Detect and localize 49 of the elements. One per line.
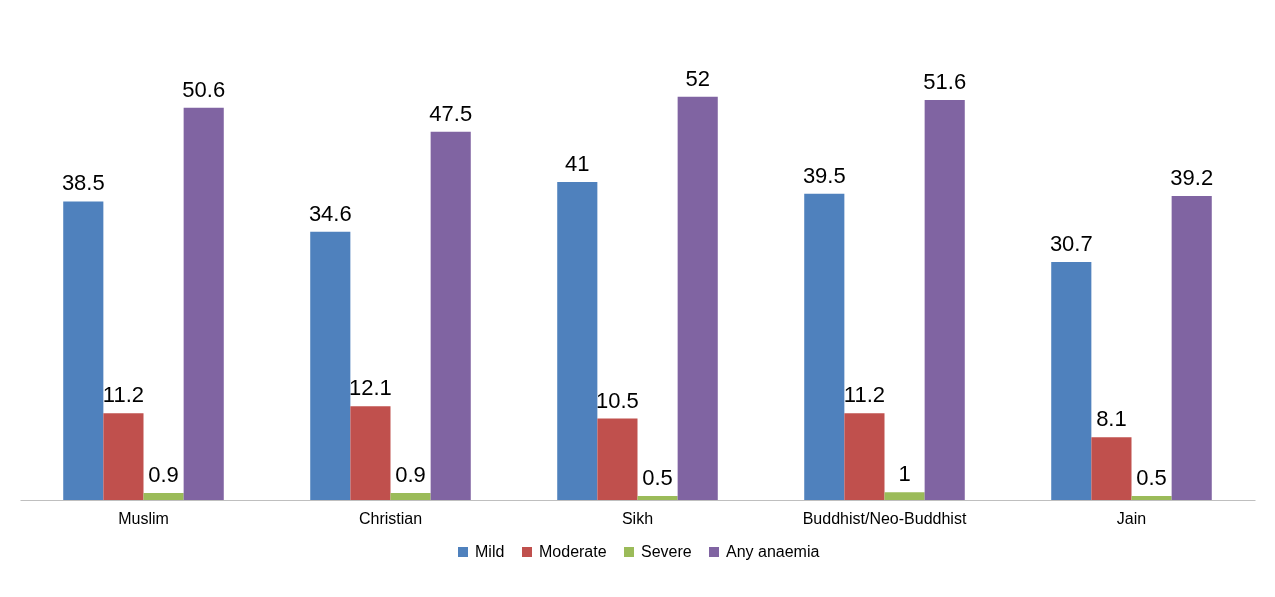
- x-tick-label: Muslim: [118, 509, 169, 527]
- data-label: 38.5: [61, 170, 105, 196]
- data-label: 12.1: [349, 375, 392, 401]
- x-tick-label: Sikh: [621, 509, 654, 527]
- x-tick-label: Buddhist/Neo-Buddhist: [802, 509, 967, 527]
- bar: [597, 418, 638, 500]
- bar: [390, 493, 431, 500]
- data-label: 0.5: [642, 465, 673, 491]
- data-label: 0.5: [1136, 465, 1167, 491]
- data-label: 11.2: [102, 382, 145, 408]
- bar: [844, 413, 885, 500]
- bar: [1131, 496, 1172, 500]
- x-tick-label: Jain: [1116, 509, 1147, 527]
- legend-label: Mild: [475, 543, 505, 560]
- legend-label: Moderate: [539, 543, 607, 560]
- data-label: 50.6: [182, 76, 226, 102]
- data-label: 30.7: [1049, 230, 1093, 256]
- bar: [557, 182, 598, 500]
- bar: [924, 99, 965, 500]
- bar: [677, 96, 718, 500]
- data-label: 11.2: [843, 382, 886, 408]
- data-label: 51.6: [923, 68, 967, 94]
- bar: [1091, 437, 1132, 500]
- bar: [1171, 196, 1212, 500]
- data-label: 52: [685, 65, 710, 91]
- bar: [884, 492, 925, 500]
- data-label: 39.5: [802, 162, 846, 188]
- data-label: 47.5: [429, 100, 473, 126]
- data-label: 39.2: [1170, 165, 1214, 191]
- bar: [103, 413, 144, 500]
- data-label: 0.9: [148, 462, 179, 488]
- data-label: 10.5: [596, 387, 639, 413]
- bar: [143, 493, 184, 500]
- bar: [430, 131, 471, 500]
- data-label: 0.9: [395, 462, 426, 488]
- data-label: 8.1: [1096, 406, 1127, 432]
- bar: [183, 107, 224, 500]
- data-label: 34.6: [308, 200, 352, 226]
- bar: [1051, 261, 1092, 500]
- legend-label: Severe: [641, 543, 692, 560]
- bar: [637, 496, 678, 500]
- bar: [63, 201, 104, 500]
- legend-label: Any anaemia: [726, 543, 820, 560]
- bar: [804, 193, 845, 500]
- data-label: 41: [565, 151, 590, 177]
- bar: [350, 406, 391, 500]
- x-tick-label: Christian: [358, 509, 423, 527]
- bar: [310, 231, 351, 500]
- data-label: 1: [898, 461, 911, 487]
